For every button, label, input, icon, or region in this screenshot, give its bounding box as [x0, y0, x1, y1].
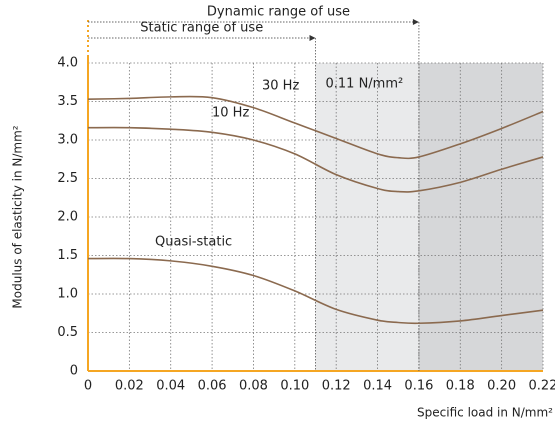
x-tick-label: 0.02 [115, 379, 144, 394]
x-tick-label: 0 [84, 379, 92, 394]
range-label: Static range of use [140, 21, 263, 36]
x-tick-label: 0.04 [156, 379, 185, 394]
x-tick-label: 0.16 [404, 379, 433, 394]
y-tick-label: 2.5 [57, 171, 78, 186]
annotation: 0.11 N/mm² [326, 77, 404, 92]
y-tick-label: 1.5 [57, 248, 78, 263]
y-tick-label: 3.5 [57, 94, 78, 109]
arrow-head [309, 35, 316, 41]
series-label: Quasi-static [155, 235, 232, 250]
x-tick-label: 0.20 [487, 379, 516, 394]
arrow-head [412, 19, 419, 25]
y-tick-label: 4.0 [57, 56, 78, 71]
series-label: 30 Hz [262, 79, 299, 94]
x-tick-label: 0.08 [239, 379, 268, 394]
x-tick-label: 0.18 [446, 379, 475, 394]
shaded-region [315, 63, 419, 371]
y-tick-label: 3.0 [57, 133, 78, 148]
y-axis-label: Modulus of elasticity in N/mm² [11, 125, 25, 308]
x-tick-label: 0.14 [363, 379, 392, 394]
y-tick-label: 0.5 [57, 325, 78, 340]
series-line [87, 257, 544, 325]
x-tick-label: 0.12 [322, 379, 351, 394]
series-label: 10 Hz [212, 106, 249, 121]
series-line [87, 126, 544, 193]
x-axis-label: Specific load in N/mm² [417, 406, 553, 420]
x-tick-label: 0.10 [280, 379, 309, 394]
y-tick-label: 2.0 [57, 210, 78, 225]
y-tick-label: 1.0 [57, 287, 78, 302]
series-line [87, 95, 544, 160]
y-tick-label: 0 [70, 364, 78, 379]
x-tick-label: 0.06 [198, 379, 227, 394]
x-tick-label: 0.22 [529, 379, 555, 394]
range-label: Dynamic range of use [207, 5, 350, 20]
